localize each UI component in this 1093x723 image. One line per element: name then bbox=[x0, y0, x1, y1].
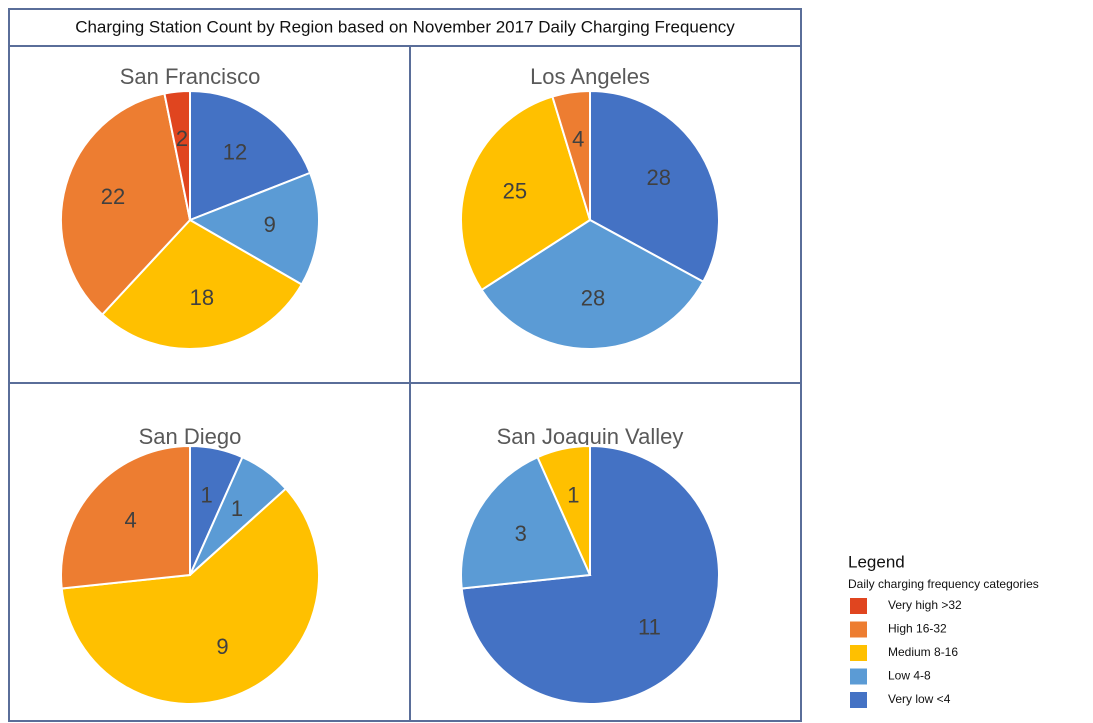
pie-slice bbox=[551, 89, 591, 221]
legend-swatch bbox=[850, 598, 867, 614]
pie-title: Los Angeles bbox=[530, 64, 650, 89]
pie-slice bbox=[60, 444, 191, 590]
slice-label: 9 bbox=[216, 634, 228, 659]
slice-label: 28 bbox=[581, 286, 605, 311]
slice-label: 18 bbox=[190, 285, 214, 310]
slice-label: 1 bbox=[201, 483, 213, 508]
slice-label: 4 bbox=[124, 507, 136, 532]
pie-title: San Diego bbox=[139, 424, 242, 449]
legend-swatch bbox=[850, 692, 867, 708]
pie-slice bbox=[460, 95, 592, 292]
slice-label: 9 bbox=[264, 212, 276, 237]
legend-label: High 16-32 bbox=[888, 622, 947, 636]
outer-frame bbox=[8, 8, 802, 722]
pie-slice bbox=[589, 89, 720, 284]
legend-label: Medium 8-16 bbox=[888, 645, 958, 659]
legend-swatch bbox=[850, 645, 867, 661]
legend-label: Very high >32 bbox=[888, 598, 962, 612]
pie-slice bbox=[187, 171, 320, 286]
legend-swatch bbox=[850, 668, 867, 685]
pie-slice bbox=[536, 444, 591, 576]
pie-slice bbox=[460, 455, 592, 590]
pie-title: San Joaquin Valley bbox=[497, 424, 684, 449]
pie-slice bbox=[189, 89, 312, 222]
slice-label: 11 bbox=[638, 614, 661, 639]
pie-slice bbox=[60, 487, 320, 705]
legend-title: Legend bbox=[848, 552, 905, 571]
pie-title: San Francisco bbox=[120, 64, 261, 89]
legend-label: Low 4-8 bbox=[888, 669, 931, 683]
slice-label: 4 bbox=[572, 127, 584, 152]
pie-slice bbox=[163, 89, 191, 221]
slice-label: 12 bbox=[223, 140, 247, 165]
slice-label: 3 bbox=[515, 521, 527, 546]
page-title: Charging Station Count by Region based o… bbox=[75, 17, 735, 36]
slice-label: 28 bbox=[647, 165, 671, 190]
slice-label: 25 bbox=[503, 178, 527, 203]
slice-label: 1 bbox=[567, 483, 579, 508]
pie-slice bbox=[60, 92, 192, 316]
slice-label: 2 bbox=[176, 126, 188, 151]
legend-label: Very low <4 bbox=[888, 692, 951, 706]
legend-subtitle: Daily charging frequency categories bbox=[848, 577, 1039, 591]
pie-slice bbox=[480, 218, 705, 350]
slice-label: 22 bbox=[101, 184, 125, 209]
pie-slice bbox=[100, 218, 304, 350]
legend-swatch bbox=[850, 621, 867, 638]
slice-label: 1 bbox=[231, 496, 243, 521]
